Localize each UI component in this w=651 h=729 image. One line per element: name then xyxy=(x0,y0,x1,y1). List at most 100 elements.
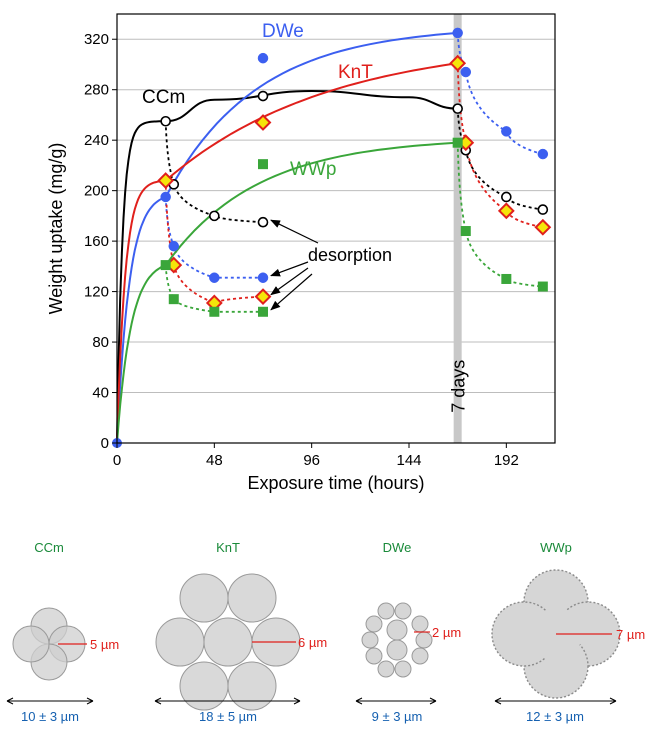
marker-dwe xyxy=(501,126,512,137)
x-axis-title: Exposure time (hours) xyxy=(247,473,424,493)
marker-wwp xyxy=(168,294,179,305)
series-label-knt: KnT xyxy=(338,62,373,83)
marker-ccm xyxy=(452,103,463,114)
fiber-ccm-shape xyxy=(12,607,86,681)
grid-lines xyxy=(117,38,555,394)
marker-dwe xyxy=(460,66,472,78)
marker-dwe xyxy=(537,148,549,160)
desorption-arrow xyxy=(270,261,309,277)
seven-day-marker xyxy=(453,14,462,443)
fiber-wwp-radius: 7 µm xyxy=(616,627,645,642)
fiber-dwe: DWe 2 µm 9 ± 3 µm xyxy=(355,540,461,724)
desorption-curve-2-wwp xyxy=(456,142,543,288)
y-tick-label: 240 xyxy=(84,132,109,149)
y-tick-label: 40 xyxy=(92,385,109,402)
marker-knt xyxy=(449,54,467,72)
marker-knt xyxy=(254,114,272,131)
desorption-curve-2-knt xyxy=(456,63,543,229)
marker-wwp xyxy=(501,273,512,284)
marker-wwp xyxy=(460,226,471,237)
marker-ccm xyxy=(501,191,512,203)
series-label-dwe: DWe xyxy=(262,21,304,42)
marker-ccm xyxy=(257,90,269,102)
marker-knt xyxy=(497,202,515,220)
x-tick-label: 192 xyxy=(494,452,519,469)
desorption-arrow xyxy=(270,273,313,311)
fiber-ccm-radius: 5 µm xyxy=(90,637,119,652)
marker-wwp xyxy=(160,260,171,271)
marker-dwe xyxy=(257,52,269,64)
series-label-wwp: WWp xyxy=(290,159,336,180)
marker-ccm xyxy=(257,216,269,228)
desorption-curve-1-dwe xyxy=(164,196,263,279)
x-tick-label: 48 xyxy=(206,452,223,469)
fiber-dwe-radius: 2 µm xyxy=(432,625,461,640)
desorption-arrows xyxy=(270,219,319,311)
fiber-knt-shape xyxy=(155,573,301,711)
fiber-knt: KnT 6 µm 18 ± 5 µm xyxy=(154,540,327,724)
marker-wwp xyxy=(209,306,220,317)
fiber-wwp-diameter-arrow xyxy=(494,697,617,705)
marker-knt xyxy=(534,218,552,236)
sorption-curve-wwp xyxy=(116,141,458,444)
fiber-dwe-shape xyxy=(361,602,433,678)
y-tick-label: 320 xyxy=(84,31,109,48)
desorption-curve-1-knt xyxy=(164,180,264,304)
x-tick-label: 96 xyxy=(303,452,320,469)
fiber-ccm: CCm 5 µm 10 ± 3 µm xyxy=(6,540,119,724)
seven-day-label: 7 days xyxy=(449,360,469,413)
plot-frame xyxy=(116,13,556,444)
marker-wwp xyxy=(537,281,548,292)
marker-wwp xyxy=(258,306,268,317)
fiber-cross-sections: CCm 5 µm 10 ± 3 µm KnT xyxy=(6,540,645,724)
y-tick-label: 120 xyxy=(84,284,109,301)
marker-wwp xyxy=(452,137,463,148)
marker-dwe xyxy=(168,240,180,252)
marker-dwe xyxy=(160,191,171,203)
desorption-curve-2-dwe xyxy=(456,32,544,155)
fiber-wwp-diameter: 12 ± 3 µm xyxy=(526,709,584,724)
marker-dwe xyxy=(209,272,220,283)
fiber-dwe-diameter-arrow xyxy=(355,697,437,705)
x-tick-label: 0 xyxy=(113,452,121,469)
fiber-knt-name: KnT xyxy=(216,540,240,555)
y-tick-label: 80 xyxy=(92,334,109,351)
sorption-curve-knt xyxy=(116,62,458,444)
series-markers xyxy=(112,27,552,448)
desorption-curve-1-wwp xyxy=(164,265,263,313)
fiber-ccm-diameter: 10 ± 3 µm xyxy=(21,709,79,724)
fiber-ccm-diameter-arrow xyxy=(6,697,94,705)
desorption-curve-2-ccm xyxy=(456,108,543,211)
marker-knt xyxy=(157,172,175,189)
fiber-dwe-diameter: 9 ± 3 µm xyxy=(372,709,423,724)
fiber-knt-diameter-arrow xyxy=(154,697,301,705)
marker-wwp xyxy=(258,159,268,170)
y-axis-title: Weight uptake (mg/g) xyxy=(46,143,66,315)
fiber-dwe-name: DWe xyxy=(383,540,412,555)
sorption-curve-ccm xyxy=(116,89,458,444)
fiber-wwp: WWp 7 µm 12 ± 3 µm xyxy=(491,540,645,724)
fiber-knt-diameter: 18 ± 5 µm xyxy=(199,709,257,724)
x-tick-label: 144 xyxy=(396,452,421,469)
y-tick-label: 160 xyxy=(84,233,109,250)
desorption-curve-1-ccm xyxy=(164,121,264,224)
y-tick-label: 0 xyxy=(101,435,109,452)
fiber-knt-radius: 6 µm xyxy=(298,635,327,650)
marker-ccm xyxy=(160,115,171,127)
series-curves xyxy=(116,31,544,444)
marker-dwe xyxy=(257,272,269,283)
marker-knt xyxy=(254,288,272,306)
y-tick-label: 200 xyxy=(84,183,109,200)
marker-ccm xyxy=(209,210,220,222)
y-tick-label: 280 xyxy=(84,82,109,99)
fiber-ccm-name: CCm xyxy=(34,540,64,555)
series-label-ccm: CCm xyxy=(142,87,185,108)
desorption-arrow xyxy=(270,219,319,244)
desorption-arrow xyxy=(270,267,309,296)
fiber-wwp-name: WWp xyxy=(540,540,572,555)
sorption-curve-dwe xyxy=(116,31,458,444)
marker-ccm xyxy=(537,204,549,215)
marker-dwe xyxy=(452,27,463,39)
weight-uptake-chart: 0 40 80 120 160 200 240 280 320 0 48 96 144 192 7 day… xyxy=(46,13,556,493)
